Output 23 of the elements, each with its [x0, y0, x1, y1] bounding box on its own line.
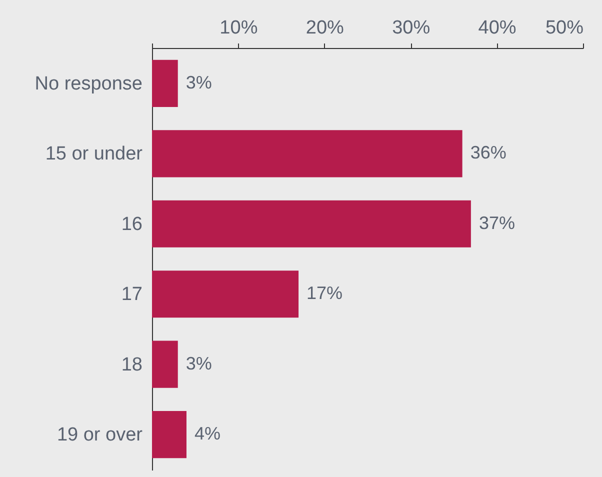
x-tick-label: 50%: [545, 18, 584, 38]
bar: [152, 270, 299, 318]
data-label: 3%: [186, 353, 212, 374]
data-label: 17%: [306, 283, 343, 304]
bar: [152, 130, 462, 178]
bar: [152, 411, 186, 458]
bar: [152, 200, 471, 248]
y-tick-label: 15 or under: [45, 144, 144, 165]
y-tick-label: 17: [121, 284, 142, 306]
x-tick-label: 30%: [392, 18, 430, 38]
x-tick-label: 40%: [478, 18, 516, 38]
bar: [152, 60, 178, 107]
data-label: 3%: [186, 72, 212, 92]
x-tick-label: 10%: [220, 18, 258, 38]
y-tick-label: 19 or over: [56, 424, 144, 446]
x-tick-label: 20%: [306, 18, 344, 38]
y-tick-label: 18: [121, 354, 142, 376]
data-label: 4%: [194, 424, 220, 444]
data-label: 36%: [470, 142, 506, 163]
y-tick-label: 16: [121, 214, 142, 235]
bar: [152, 340, 178, 388]
y-tick-label: No response: [34, 73, 142, 94]
data-label: 37%: [478, 212, 515, 233]
